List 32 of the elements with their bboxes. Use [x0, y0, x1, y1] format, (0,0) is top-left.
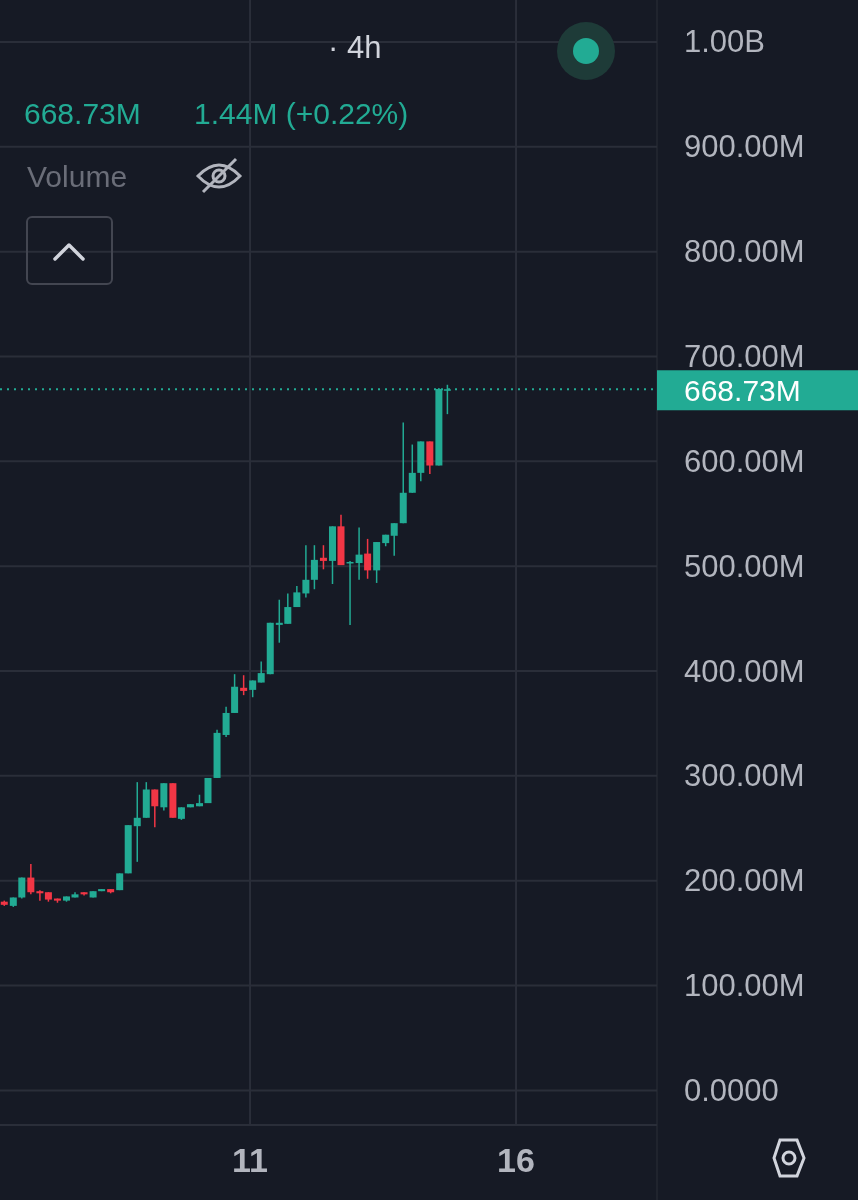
candlestick	[364, 538, 372, 580]
y-tick-label: 900.00M	[684, 129, 805, 165]
candlestick	[240, 674, 248, 696]
candlestick	[302, 544, 310, 599]
annotation: · 4h	[328, 29, 382, 65]
annotation: 1.44M (+0.22%)	[194, 96, 409, 130]
candlestick	[319, 544, 327, 571]
y-tick-label: 1.00B	[684, 24, 766, 60]
candlestick	[36, 889, 44, 902]
x-tick-label: 11	[232, 1141, 269, 1179]
candlestick	[151, 788, 159, 828]
y-tick-label: 300.00M	[684, 758, 805, 794]
y-tick-label: 400.00M	[684, 653, 805, 689]
annotation: Volume	[27, 159, 128, 193]
ref-line-label: 668.73M	[684, 373, 801, 407]
candlestick	[133, 781, 141, 863]
annotation: 668.73M	[24, 96, 141, 130]
candlestick	[222, 705, 230, 738]
candlestick	[390, 522, 398, 557]
y-tick-label: 800.00M	[684, 234, 805, 270]
y-tick-label: 700.00M	[684, 338, 805, 374]
y-tick-label: 100.00M	[684, 968, 805, 1004]
y-tick-label: 600.00M	[684, 443, 805, 479]
y-tick-label: 500.00M	[684, 548, 805, 584]
y-tick-label: 0.0000	[684, 1072, 779, 1108]
candlestick	[257, 660, 265, 684]
candlestick	[27, 863, 35, 896]
y-tick-label: 200.00M	[684, 863, 805, 899]
candlestick	[310, 544, 318, 590]
candlestick	[408, 443, 416, 494]
x-tick-label: 16	[497, 1141, 535, 1179]
candlestick	[355, 526, 363, 581]
